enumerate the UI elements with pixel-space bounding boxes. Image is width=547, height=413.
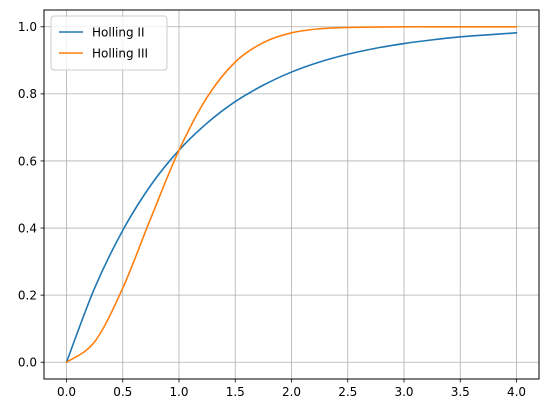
legend: Holling II Holling III <box>50 15 168 71</box>
x-tick-label: 1.0 <box>169 385 188 399</box>
y-tick-label: 0.2 <box>18 288 37 302</box>
grid-lines <box>44 10 539 379</box>
x-tick-label: 2.0 <box>282 385 301 399</box>
x-tick-label: 1.5 <box>226 385 245 399</box>
axis-ticks: 0.0 0.5 1.0 1.5 2.0 2.5 3.0 3.5 4.0 0.0 0.2 0.4 0.6 0… <box>18 20 526 399</box>
y-tick-label: 0.6 <box>18 154 37 168</box>
x-tick-label: 3.0 <box>394 385 413 399</box>
series-line-1 <box>65 32 518 364</box>
y-tick-label: 0.0 <box>18 356 37 370</box>
legend-label: Holling II <box>92 25 144 39</box>
legend-label: Holling III <box>92 46 148 60</box>
y-tick-label: 0.8 <box>18 87 37 101</box>
x-tick-label: 2.5 <box>338 385 357 399</box>
series-line-2 <box>65 25 518 364</box>
x-tick-label: 0.0 <box>57 385 76 399</box>
y-tick-label: 0.4 <box>18 221 37 235</box>
series-lines <box>65 25 518 364</box>
x-tick-label: 0.5 <box>113 385 132 399</box>
y-tick-label: 1.0 <box>18 20 37 34</box>
x-tick-label: 3.5 <box>451 385 470 399</box>
x-tick-label: 4.0 <box>507 385 526 399</box>
legend-box <box>50 15 168 71</box>
